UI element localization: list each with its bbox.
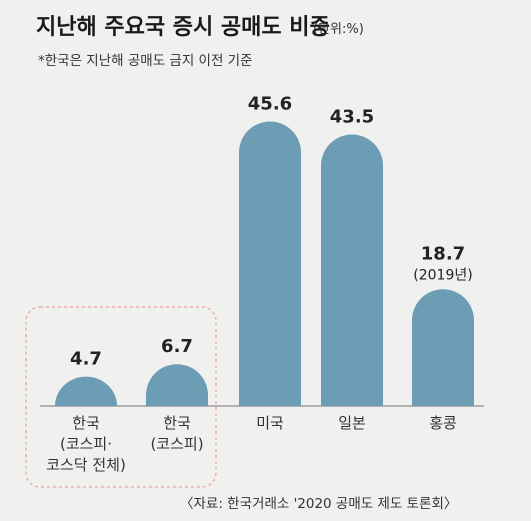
category-label-3-0: 일본 bbox=[338, 414, 366, 432]
value-label-1: 6.7 bbox=[161, 336, 193, 357]
value-label-0: 4.7 bbox=[70, 349, 102, 370]
value-sublabel-4: (2019년) bbox=[413, 267, 472, 283]
category-label-1-1: (코스피) bbox=[150, 435, 203, 453]
category-label-4-0: 홍콩 bbox=[429, 414, 457, 432]
category-label-1-0: 한국 bbox=[163, 414, 191, 432]
value-label-3: 43.5 bbox=[330, 107, 374, 128]
value-label-4: 18.7 bbox=[421, 243, 465, 264]
category-label-2-0: 미국 bbox=[256, 414, 284, 432]
bar-2 bbox=[239, 121, 301, 406]
unit-label: (단위:%) bbox=[313, 22, 364, 37]
bar-3 bbox=[321, 134, 383, 406]
chart-note: *한국은 지난해 공매도 금지 이전 기준 bbox=[38, 53, 253, 69]
bar-1 bbox=[146, 364, 208, 406]
category-label-0-2: 코스닥 전체) bbox=[46, 456, 126, 474]
category-label-0-0: 한국 bbox=[72, 414, 100, 432]
category-label-0-1: (코스피· bbox=[60, 435, 112, 453]
value-label-2: 45.6 bbox=[248, 93, 292, 114]
bar-4 bbox=[412, 289, 474, 406]
source-note: 〈자료: 한국거래소 '2020 공매도 제도 토론회〉 bbox=[180, 496, 457, 512]
chart-title: 지난해 주요국 증시 공매도 비중 bbox=[36, 15, 330, 40]
korea-highlight-box bbox=[25, 306, 217, 488]
bar-0 bbox=[55, 376, 117, 406]
